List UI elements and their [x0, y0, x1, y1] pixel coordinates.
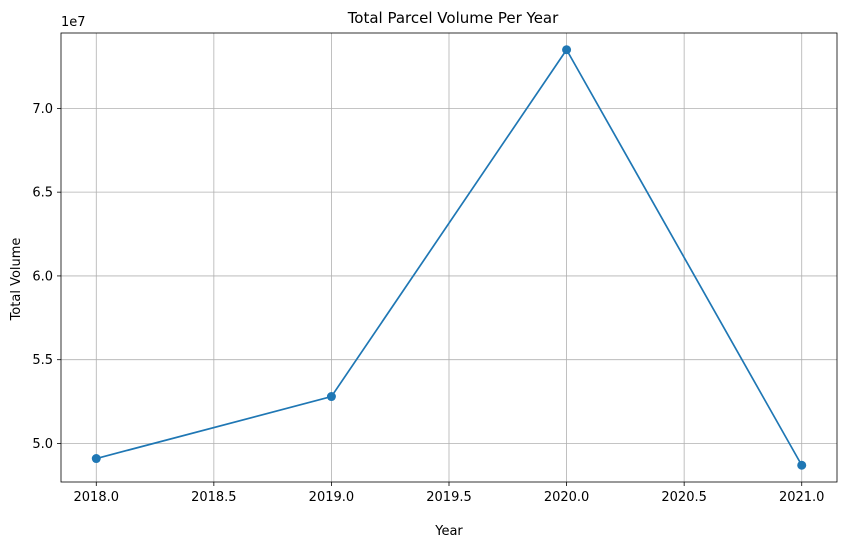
y-tick-label: 7.0: [32, 102, 53, 117]
x-tick-label: 2020.5: [661, 490, 707, 505]
data-point: [562, 45, 572, 55]
data-point: [326, 392, 336, 402]
x-tick-label: 2021.0: [779, 490, 825, 505]
chart-title: Total Parcel Volume Per Year: [347, 9, 559, 27]
data-point: [91, 454, 101, 464]
axes-frame: [60, 32, 838, 483]
plot-area: [91, 45, 807, 470]
x-tick-label: 2019.0: [309, 490, 355, 505]
series-line: [96, 48, 803, 466]
y-axis-offset-label: 1e7: [61, 15, 86, 30]
x-tick-label: 2018.0: [74, 490, 120, 505]
x-tick-label: 2020.0: [544, 490, 590, 505]
x-axis-title: Year: [434, 524, 463, 539]
y-tick-label: 5.0: [32, 437, 53, 452]
data-point: [797, 460, 807, 470]
x-tick-label: 2019.5: [426, 490, 472, 505]
y-tick-label: 6.0: [32, 269, 53, 284]
grid: [61, 33, 837, 482]
y-tick-label: 6.5: [32, 186, 53, 201]
y-axis: 5.0 5.5 6.0 6.5 7.0: [32, 102, 61, 452]
y-tick-label: 5.5: [32, 353, 53, 368]
x-axis: 2018.0 2018.5 2019.0 2019.5 2020.0 2020.5 2021…: [74, 482, 825, 505]
y-axis-title: Total Volume: [9, 238, 24, 322]
x-tick-label: 2018.5: [191, 490, 237, 505]
